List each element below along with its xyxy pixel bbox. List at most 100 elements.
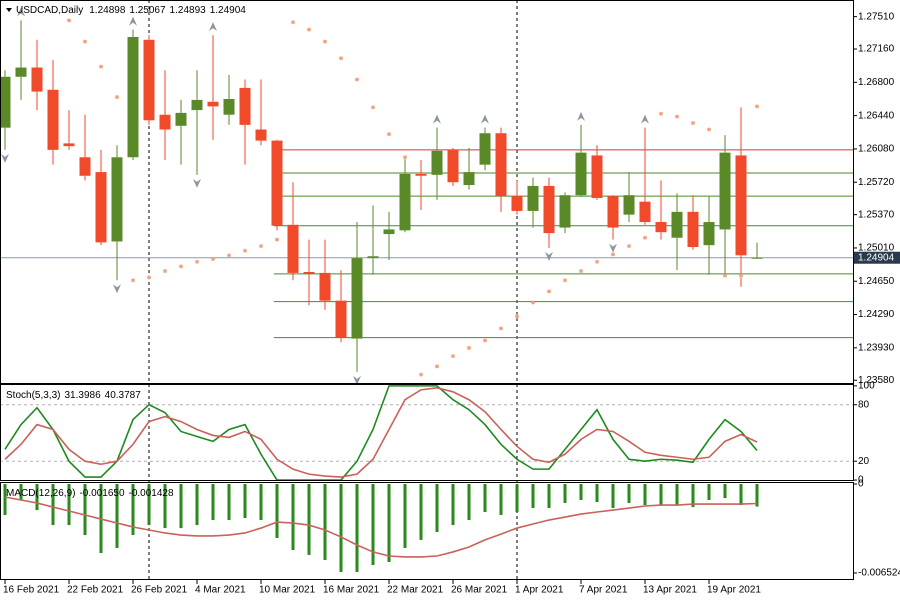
candle-body (511, 196, 523, 211)
candle-body (15, 67, 27, 77)
y-tick-label: 1.25370 (858, 209, 895, 220)
sar-dot (403, 155, 407, 160)
macd-bar (435, 484, 439, 533)
macd-bar (403, 484, 407, 548)
macd-bar (707, 484, 711, 500)
sar-dot (563, 278, 567, 283)
macd-header: MACD(12,26,9) -0.001650 -0.001428 (6, 488, 174, 499)
sar-dot (419, 372, 423, 377)
candle-body (239, 87, 251, 125)
macd-bar (3, 484, 7, 515)
macd-bar (419, 484, 423, 540)
candle-body (47, 89, 59, 150)
candle-body (255, 129, 267, 141)
candle-body (191, 99, 203, 111)
x-tick-label: 26 Mar 2021 (451, 585, 508, 596)
stoch-line (4, 387, 758, 478)
sar-dot (627, 244, 631, 249)
fractal-down (113, 284, 121, 294)
candle-body (623, 195, 635, 215)
marks (0, 7, 763, 572)
y-tick-label: 1.25720 (858, 177, 895, 188)
fractal-up (129, 16, 137, 26)
x-tick-label: 22 Feb 2021 (67, 585, 124, 596)
candle-body (575, 152, 587, 196)
fractal-up (577, 111, 585, 121)
fractal-up (17, 7, 25, 17)
macd-bar (643, 484, 647, 506)
symbol-menu-arrow[interactable] (6, 8, 12, 12)
candle-body (303, 271, 315, 274)
x-tick-label: 22 Mar 2021 (387, 585, 444, 596)
macd-bar (659, 484, 663, 506)
sar-dot (355, 77, 359, 82)
candle-body (31, 67, 43, 92)
candle-body (415, 173, 427, 176)
candle-body (735, 155, 747, 256)
candle-body (127, 37, 139, 158)
stoch-header: Stoch(5,3,3) 31.3986 40.3787 (6, 390, 141, 401)
candle-body (527, 185, 539, 211)
fractal-down (609, 243, 617, 253)
candle-body (367, 256, 379, 259)
sar-dot (739, 273, 743, 278)
y-tick-label: 1.25010 (858, 243, 895, 254)
sar-dot (483, 338, 487, 343)
stoch-title: Stoch(5,3,3) (6, 390, 60, 401)
sar-dot (707, 127, 711, 132)
macd-bar (515, 484, 519, 512)
candle-body (335, 300, 347, 338)
candle-body (159, 114, 171, 130)
candle-body (287, 224, 299, 273)
macd-bar (195, 484, 199, 526)
x-tick-label: 4 Mar 2021 (195, 585, 246, 596)
macd-signal-value: -0.001428 (129, 488, 174, 499)
candle-body (351, 258, 363, 339)
sar-dot (755, 104, 759, 109)
candle-body (559, 195, 571, 228)
candle-body (431, 150, 443, 175)
macd-bar (531, 484, 535, 509)
x-tick-label: 16 Mar 2021 (323, 585, 380, 596)
fractal-up (433, 114, 441, 124)
sar-dot (195, 259, 199, 264)
candle-body (447, 149, 459, 183)
macd-title: MACD(12,26,9) (6, 488, 75, 499)
stoch-main-value: 31.3986 (64, 390, 101, 401)
sar-dot (547, 289, 551, 294)
sar-dot (115, 95, 119, 100)
sar-dot (211, 257, 215, 262)
candle-body (655, 222, 667, 233)
fractal-up (481, 114, 489, 124)
y-tick-label: 80 (858, 399, 870, 410)
macd-bar (243, 484, 247, 518)
sar-dot (515, 314, 519, 319)
header-low: 1.24893 (170, 5, 207, 16)
fractal-down (353, 375, 361, 385)
stoch-pane-border (0, 384, 854, 481)
sar-dot (307, 27, 311, 32)
sar-dot (723, 273, 727, 278)
macd-bar (19, 484, 23, 500)
sar-dot (323, 39, 327, 44)
y-tick-label: 1.27160 (858, 44, 895, 55)
macd-bar (179, 484, 183, 529)
candle-body (463, 172, 475, 186)
macd-bar (67, 484, 71, 526)
symbol-title: USDCAD,Daily (16, 5, 83, 16)
candle-body (607, 196, 619, 228)
x-tick-label: 10 Mar 2021 (259, 585, 316, 596)
candle-body (0, 76, 11, 128)
macd-bar (675, 484, 679, 506)
y-tick-label: 1.26080 (858, 144, 895, 155)
candle-body (271, 140, 283, 226)
y-tick-label: 1.23930 (858, 342, 895, 353)
sar-dot (579, 269, 583, 274)
macd-bar (563, 484, 567, 503)
sar-dot (227, 253, 231, 258)
sar-dot (435, 364, 439, 369)
candle-body (175, 112, 187, 126)
sar-dot (659, 111, 663, 116)
sar-dot (275, 237, 279, 242)
